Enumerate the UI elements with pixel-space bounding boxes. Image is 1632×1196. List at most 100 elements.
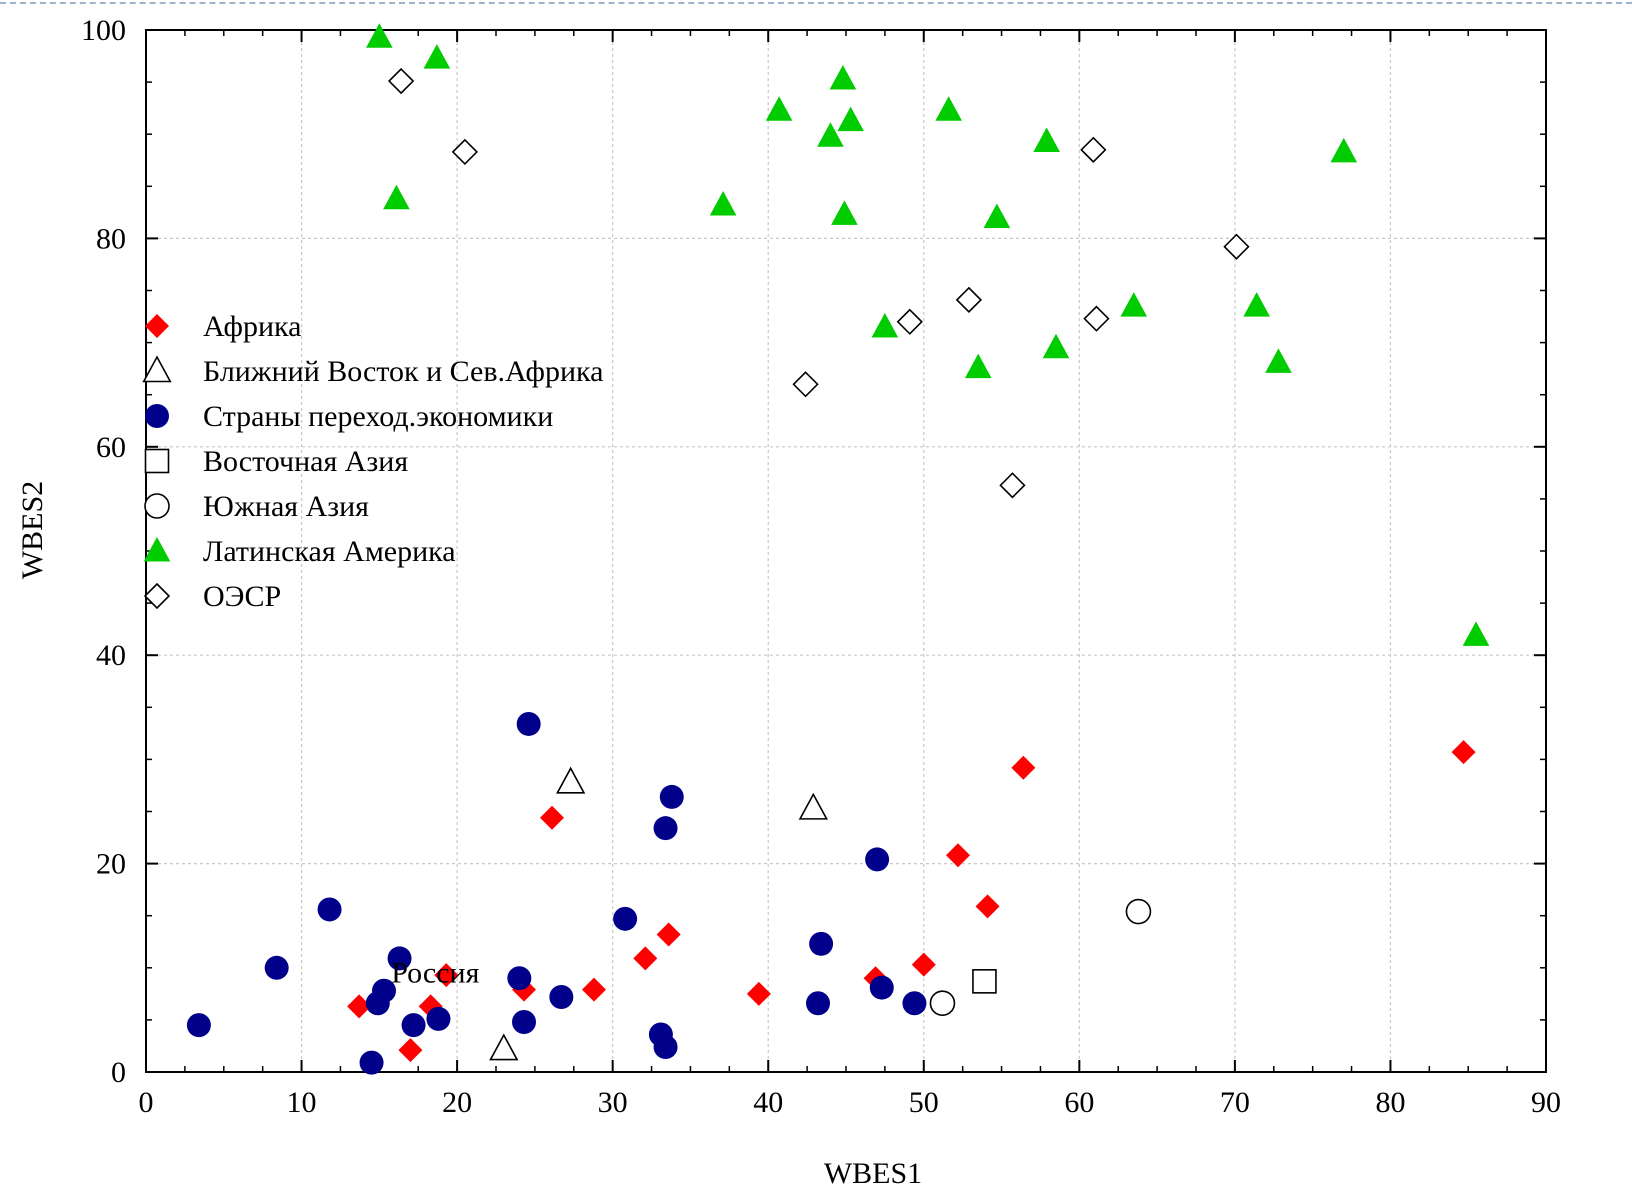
- x-tick-label: 80: [1375, 1086, 1405, 1119]
- data-point: [999, 472, 1026, 499]
- legend-marker: [143, 582, 171, 610]
- y-tick-label: 80: [96, 222, 126, 255]
- data-point: [659, 784, 684, 809]
- legend-label: Южная Азия: [203, 490, 369, 523]
- data-point: [366, 23, 393, 48]
- data-point: [556, 766, 586, 794]
- series-1: [489, 766, 828, 1061]
- data-point: [902, 991, 927, 1016]
- data-point: [656, 922, 681, 947]
- x-tick-label: 40: [753, 1086, 783, 1119]
- data-point: [1083, 305, 1110, 332]
- data-point: [972, 969, 997, 994]
- legend-marker: [143, 537, 171, 562]
- data-point: [264, 955, 289, 980]
- data-point: [1451, 740, 1476, 765]
- x-tick-label: 60: [1064, 1086, 1094, 1119]
- data-point: [426, 1006, 451, 1031]
- data-point: [765, 96, 793, 121]
- legend-marker: [144, 448, 170, 474]
- y-tick-label: 60: [96, 431, 126, 464]
- data-point: [401, 1013, 426, 1038]
- legend-label: Африка: [203, 310, 301, 343]
- legend-label: Восточная Азия: [203, 445, 408, 478]
- data-point: [1330, 137, 1358, 163]
- data-point: [1042, 333, 1070, 359]
- legend-marker: [142, 355, 172, 383]
- y-tick-label: 0: [111, 1056, 126, 1089]
- data-point: [1223, 233, 1250, 260]
- legend-label: Латинская Америка: [203, 535, 456, 568]
- data-point: [975, 894, 1000, 919]
- data-point: [1243, 292, 1270, 317]
- y-axis-tick-labels: 0 20 40 60 80 100: [81, 14, 126, 1089]
- legend-item: ОЭСР: [143, 580, 281, 613]
- legend-marker: [145, 404, 169, 428]
- legend-item: Страны переход.экономики: [145, 400, 553, 433]
- legend-item: Африка: [145, 310, 301, 343]
- data-point: [1120, 292, 1148, 317]
- data-point: [653, 816, 678, 841]
- data-point: [946, 843, 970, 868]
- legend-marker: [145, 314, 169, 338]
- data-point: [964, 353, 992, 379]
- top-border: [0, 2, 1632, 4]
- data-point: [359, 1050, 384, 1075]
- legend-item: Ближний Восток и Сев.Африка: [142, 355, 603, 388]
- series-3: [972, 969, 997, 994]
- axis-ticks: [145, 29, 1547, 1073]
- x-tick-label: 10: [287, 1086, 317, 1119]
- x-tick-label: 90: [1531, 1086, 1561, 1119]
- data-point: [929, 990, 956, 1017]
- y-tick-label: 20: [96, 848, 126, 881]
- x-tick-label: 20: [442, 1086, 472, 1119]
- data-point: [809, 931, 834, 956]
- data-point: [512, 1009, 536, 1034]
- series-5: [366, 23, 1490, 646]
- legend-label: Страны переход.экономики: [203, 400, 553, 433]
- data-point: [837, 106, 864, 132]
- legend-item: Латинская Америка: [143, 535, 456, 568]
- data-point: [935, 96, 962, 121]
- data-point: [186, 1013, 211, 1038]
- data-point: [829, 64, 857, 90]
- y-axis-label: WBES2: [16, 481, 49, 579]
- data-points: [186, 23, 1490, 1075]
- data-point: [398, 1038, 423, 1063]
- data-point: [489, 1033, 519, 1061]
- data-point: [746, 981, 771, 1006]
- data-point: [1125, 898, 1152, 925]
- x-axis-tick-labels: 0 10 20 30 40 50 60 70 80 90: [139, 1086, 1562, 1119]
- data-point: [383, 184, 410, 210]
- data-point: [798, 792, 828, 820]
- data-point: [434, 963, 459, 988]
- data-point: [955, 286, 983, 314]
- data-point: [347, 994, 372, 1019]
- data-point: [633, 946, 658, 971]
- data-point: [1462, 621, 1490, 646]
- legend-item: Южная Азия: [144, 490, 369, 523]
- legend: Африка Ближний Восток и Сев.Африка Страны …: [142, 310, 603, 613]
- data-point: [911, 952, 936, 977]
- x-tick-label: 30: [598, 1086, 628, 1119]
- data-point: [709, 191, 737, 216]
- x-tick-label: 50: [909, 1086, 939, 1119]
- data-point: [372, 978, 396, 1003]
- annotations: Россия: [391, 956, 479, 989]
- data-point: [1011, 755, 1036, 780]
- data-point: [792, 371, 819, 398]
- data-point: [831, 200, 858, 225]
- series-6: [387, 67, 1250, 499]
- series-4: [929, 898, 1152, 1017]
- data-point: [817, 122, 844, 147]
- legend-item: Восточная Азия: [144, 445, 408, 478]
- data-point: [507, 966, 532, 991]
- legend-marker: [144, 493, 170, 519]
- data-point: [806, 991, 830, 1016]
- data-point: [317, 897, 342, 922]
- grid: [146, 30, 1546, 1072]
- data-point: [1080, 136, 1107, 163]
- x-tick-label: 0: [139, 1086, 154, 1119]
- data-point: [540, 805, 564, 830]
- y-tick-label: 40: [96, 639, 126, 672]
